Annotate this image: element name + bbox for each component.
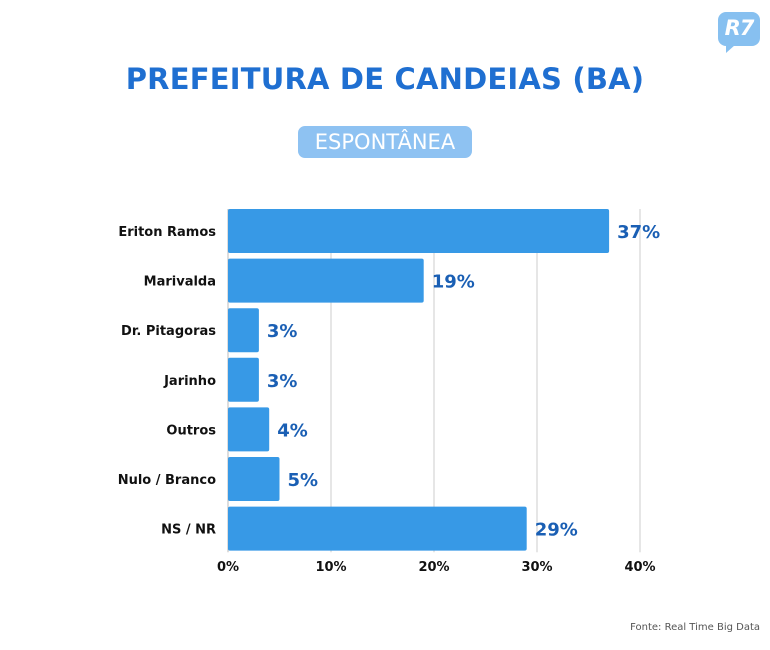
value-label: 29% bbox=[535, 520, 578, 541]
x-tick-label: 0% bbox=[217, 560, 239, 575]
category-label: Jarinho bbox=[163, 374, 216, 389]
bar bbox=[228, 258, 424, 303]
x-tick-label: 20% bbox=[418, 560, 449, 575]
value-label: 5% bbox=[288, 470, 319, 491]
x-tick-label: 30% bbox=[521, 560, 552, 575]
x-tick-label: 10% bbox=[315, 560, 346, 575]
category-label: NS / NR bbox=[161, 523, 216, 538]
r7-logo: R7 bbox=[718, 12, 760, 53]
bar bbox=[228, 407, 270, 452]
category-label: Dr. Pitagoras bbox=[121, 324, 216, 339]
bar bbox=[228, 457, 280, 501]
chart-title: PREFEITURA DE CANDEIAS (BA) bbox=[125, 62, 645, 96]
category-label: Nulo / Branco bbox=[118, 473, 216, 488]
poll-type-badge: ESPONTÂNEA bbox=[298, 126, 472, 158]
value-label: 3% bbox=[267, 321, 298, 342]
value-label: 3% bbox=[267, 371, 298, 392]
bar bbox=[228, 308, 259, 353]
value-label: 37% bbox=[617, 222, 660, 243]
x-tick-label: 40% bbox=[624, 560, 655, 575]
bar bbox=[228, 209, 610, 253]
source-note: Fonte: Real Time Big Data bbox=[630, 622, 760, 633]
category-label: Outros bbox=[166, 423, 216, 438]
value-label: 19% bbox=[432, 272, 475, 293]
category-label: Eriton Ramos bbox=[118, 225, 216, 240]
value-label: 4% bbox=[277, 420, 308, 441]
bar bbox=[228, 506, 527, 551]
category-label: Marivalda bbox=[144, 275, 216, 290]
bar bbox=[228, 357, 259, 402]
